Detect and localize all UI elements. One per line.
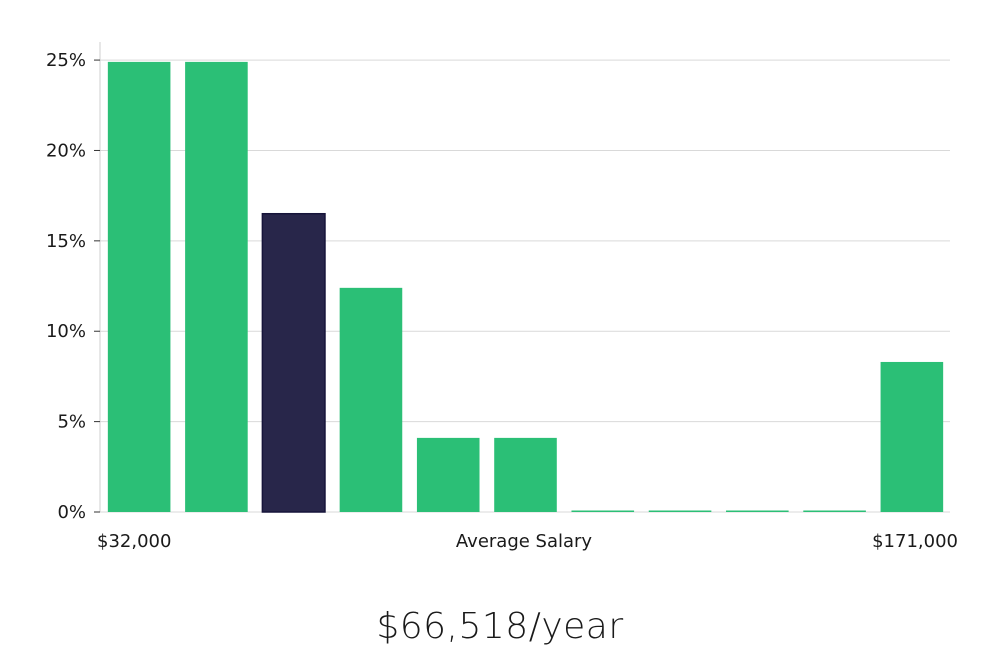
y-tick-label: 5%: [57, 412, 86, 433]
x-max-label: $171,000: [872, 531, 958, 552]
bar: [803, 510, 866, 512]
y-tick-label: 25%: [46, 50, 86, 71]
x-axis-label: Average Salary: [456, 531, 593, 552]
bar: [416, 437, 480, 512]
x-min-label: $32,000: [97, 531, 171, 552]
bar: [185, 61, 248, 513]
bar: [571, 510, 635, 512]
y-tick-label: 15%: [46, 231, 86, 252]
bars: [107, 61, 944, 513]
salary-histogram: 0%5%10%15%20%25% $32,000 Average Salary …: [46, 42, 958, 552]
average-salary-value: $66,518/year: [376, 606, 624, 647]
bar: [494, 437, 557, 512]
bar: [726, 510, 789, 512]
bar: [880, 361, 944, 512]
y-tick-label: 10%: [46, 321, 86, 342]
bar: [339, 287, 403, 512]
y-tick-label: 20%: [46, 140, 86, 161]
y-axis-ticks: 0% 5% 10% 15% 20% 25%: [46, 50, 100, 523]
bar-highlighted: [261, 212, 326, 513]
bar: [648, 510, 712, 512]
y-tick-label: 0%: [57, 502, 86, 523]
bar: [107, 61, 171, 513]
